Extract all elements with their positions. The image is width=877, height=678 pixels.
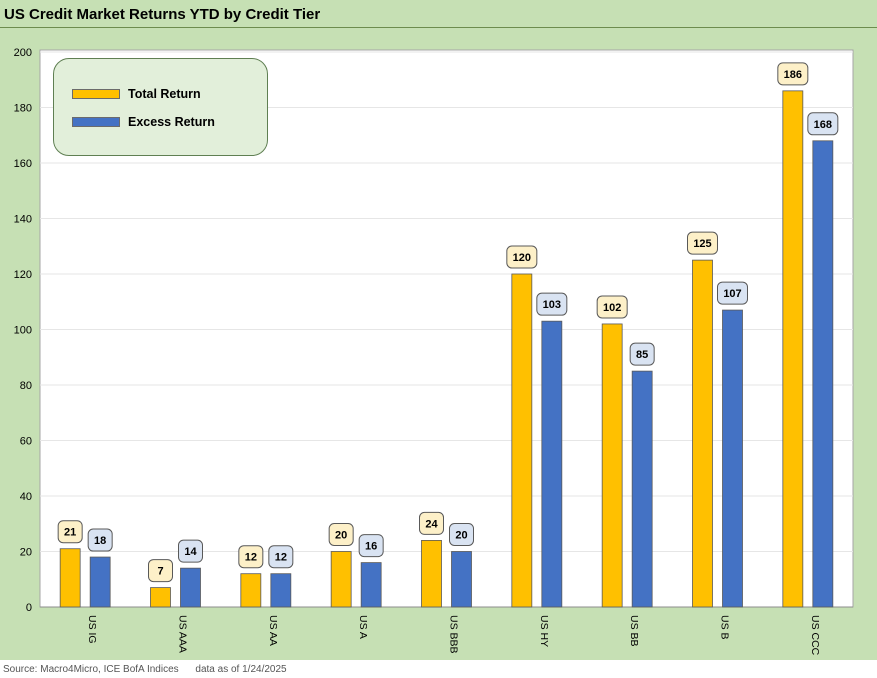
x-tick-label: US CCC [809, 615, 821, 656]
x-tick-label: US BBB [448, 615, 460, 654]
bars [59, 90, 834, 608]
svg-text:120: 120 [513, 252, 531, 264]
data-label: 186 [777, 62, 809, 86]
gridlines [40, 51, 853, 608]
x-tick-label: US IG [86, 615, 98, 644]
legend-swatch-total-return [72, 89, 120, 99]
data-label: 103 [536, 292, 568, 316]
data-label: 12 [238, 545, 264, 569]
y-tick-label: 20 [20, 547, 32, 559]
svg-text:20: 20 [455, 530, 467, 542]
svg-text:16: 16 [365, 541, 377, 553]
svg-text:18: 18 [94, 535, 106, 547]
bar-excess-return [270, 573, 292, 608]
bar-excess-return [631, 370, 653, 608]
data-label: 12 [268, 545, 294, 569]
svg-text:14: 14 [184, 546, 197, 558]
bar-total-return [421, 540, 442, 608]
y-tick-label: 80 [20, 380, 32, 392]
svg-text:12: 12 [245, 552, 257, 564]
bar-excess-return [360, 562, 382, 608]
svg-text:103: 103 [543, 299, 561, 311]
data-labels: 21 18 7 14 12 12 20 16 24 20 120 103 102 85 125 107 186 1… [57, 62, 839, 583]
data-label: 85 [629, 342, 655, 366]
legend-label-total-return: Total Return [128, 87, 201, 101]
x-tick-label: US HY [538, 615, 550, 647]
data-label: 107 [717, 281, 748, 305]
bar-total-return [59, 548, 81, 608]
data-label: 7 [148, 559, 173, 583]
y-tick-label: 180 [14, 103, 32, 115]
bar-total-return [601, 323, 623, 608]
svg-text:107: 107 [723, 288, 741, 300]
data-label: 24 [419, 511, 444, 535]
data-label: 20 [328, 523, 354, 546]
svg-text:21: 21 [64, 527, 76, 539]
data-label: 18 [87, 528, 113, 552]
legend-swatch-excess-return [72, 117, 120, 127]
bar-total-return [692, 259, 713, 608]
bar-excess-return [541, 320, 563, 608]
data-label: 20 [449, 523, 474, 546]
y-tick-label: 40 [20, 491, 32, 503]
svg-text:186: 186 [784, 69, 802, 81]
legend-label-excess-return: Excess Return [128, 115, 215, 129]
x-tick-label: US AA [267, 615, 279, 646]
y-tick-label: 0 [26, 602, 32, 614]
data-label: 168 [807, 112, 839, 136]
x-tick-label: US B [719, 615, 731, 640]
y-tick-label: 100 [14, 325, 32, 337]
bar-total-return [782, 90, 804, 608]
svg-text:7: 7 [157, 566, 163, 578]
svg-text:24: 24 [425, 518, 438, 530]
title-bar: US Credit Market Returns YTD by Credit T… [0, 0, 877, 28]
y-tick-label: 140 [14, 214, 32, 226]
data-label: 16 [358, 534, 384, 558]
x-tick-label: US BB [628, 615, 640, 647]
bar-excess-return [451, 551, 472, 608]
source-text: Source: Macro4Micro, ICE BofA Indices [3, 664, 179, 675]
bar-excess-return [180, 567, 201, 608]
data-label: 120 [506, 245, 538, 269]
svg-text:168: 168 [814, 119, 832, 131]
svg-text:12: 12 [275, 552, 287, 564]
bar-excess-return [812, 140, 834, 608]
svg-text:85: 85 [636, 349, 648, 361]
y-tick-label: 60 [20, 436, 32, 448]
x-axis-ticks: US IG US AAA US AA US A US BBB US HY US BB US B… [86, 615, 821, 656]
data-date-text: data as of 1/24/2025 [195, 664, 287, 675]
svg-text:125: 125 [693, 238, 711, 250]
bar-total-return [511, 273, 533, 608]
y-axis-ticks: 0 20 40 60 80 100 120 140 160 180 200 [14, 47, 32, 614]
svg-text:102: 102 [603, 302, 621, 314]
y-tick-label: 120 [14, 269, 32, 281]
chart-title: US Credit Market Returns YTD by Credit T… [4, 6, 321, 23]
x-tick-label: US AAA [177, 615, 189, 653]
bar-excess-return [89, 556, 111, 608]
data-label: 125 [687, 231, 718, 255]
data-label: 102 [596, 295, 628, 319]
y-tick-label: 200 [14, 47, 32, 59]
bar-total-return [240, 573, 262, 608]
source-note: Source: Macro4Micro, ICE BofA Indices da… [3, 664, 301, 675]
bar-excess-return [722, 309, 743, 608]
bar-total-return [150, 587, 171, 608]
legend: Total Return Excess Return [53, 58, 268, 156]
data-label: 21 [57, 520, 83, 544]
x-tick-label: US A [357, 615, 369, 639]
y-tick-label: 160 [14, 158, 32, 170]
svg-text:20: 20 [335, 530, 347, 542]
bar-total-return [330, 551, 352, 608]
data-label: 14 [178, 539, 203, 563]
